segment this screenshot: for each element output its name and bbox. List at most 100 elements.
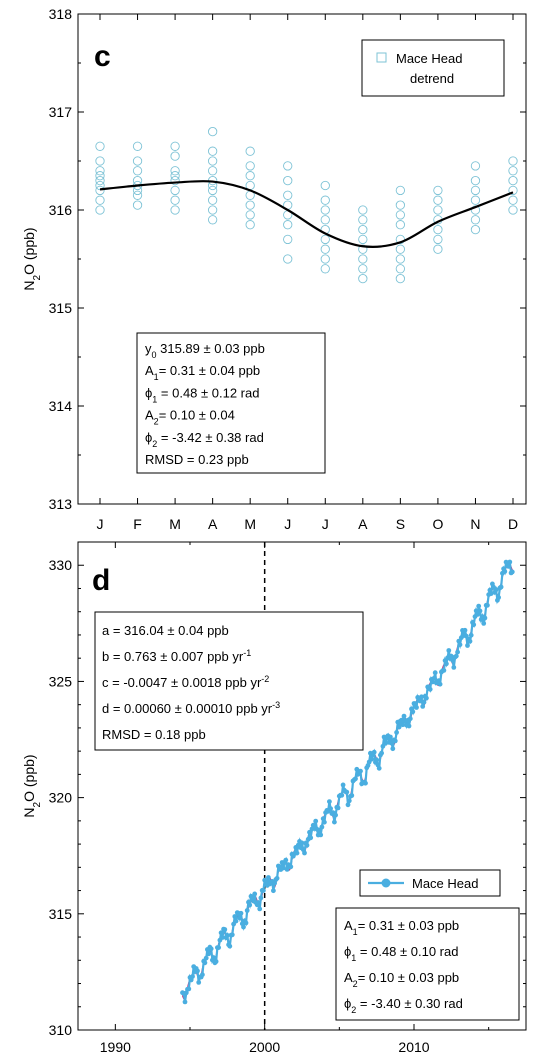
panel-d-data-point bbox=[229, 932, 235, 938]
panel-d-data-point bbox=[363, 780, 368, 786]
panel-d-data-point bbox=[437, 681, 443, 687]
panel-c-data-point bbox=[283, 254, 293, 264]
panel-c-y-axis-label: N2O (ppb) bbox=[21, 227, 43, 290]
panel-c-fit-curve bbox=[99, 179, 514, 248]
panel-d-data-point bbox=[182, 999, 188, 1005]
panel-c-x-tick-label: A bbox=[358, 516, 368, 532]
panel-d-harmonics-line: A1= 0.31 ± 0.03 ppb bbox=[344, 918, 459, 937]
panel-c-stats-line: y0 315.89 ± 0.03 ppb bbox=[145, 341, 265, 360]
panel-d-data-point bbox=[335, 805, 341, 811]
panel-d-data-point bbox=[257, 906, 263, 912]
panel-d-data-point bbox=[271, 888, 276, 894]
panel-c-data-point bbox=[358, 273, 368, 284]
panel-d-data-point bbox=[186, 986, 192, 992]
panel-d-data-point bbox=[213, 959, 219, 964]
panel-c-data-point bbox=[170, 185, 180, 196]
panel-d-data-point bbox=[299, 840, 305, 846]
panel-d-data-point bbox=[200, 972, 205, 978]
panel-d-harmonics-rest: = -3.40 ± 0.30 rad bbox=[356, 996, 463, 1011]
panel-d-data-point bbox=[353, 776, 358, 782]
panel-c-stats-main: ϕ bbox=[145, 385, 152, 400]
panel-c-data-point bbox=[320, 264, 330, 274]
panel-d-data-point bbox=[283, 857, 289, 863]
panel-d-data-point bbox=[307, 829, 312, 835]
panel-d-data-point bbox=[446, 648, 452, 653]
panel-d-y-tick-label: 310 bbox=[49, 1022, 73, 1038]
panel-d-data-point bbox=[195, 968, 200, 974]
panel-d-data-point bbox=[379, 750, 384, 756]
panel-c-data-point bbox=[170, 166, 180, 176]
panel-d-data-point bbox=[344, 789, 350, 795]
panel-c-data-point bbox=[470, 161, 481, 171]
panel-c-label: c bbox=[94, 40, 111, 73]
panel-c-x-tick-label: F bbox=[133, 516, 142, 532]
panel-c-data-point bbox=[207, 146, 218, 156]
panel-d-stats-frame bbox=[94, 611, 364, 751]
panel-d-data-point bbox=[507, 559, 513, 565]
panel-c-stats-rest: 315.89 ± 0.03 ppb bbox=[157, 341, 265, 356]
panel-d-data-point bbox=[455, 649, 460, 655]
panel-d-data-point bbox=[473, 608, 479, 614]
panel-d-data-point bbox=[322, 819, 327, 825]
panel-c-y-tick-label: 314 bbox=[49, 398, 73, 414]
panel-d-stats-line: c = -0.0047 ± 0.0018 ppb yr-2 bbox=[102, 674, 269, 690]
panel-c-data-point bbox=[95, 166, 105, 176]
panel-d-data-point bbox=[476, 603, 482, 609]
panel-d-data-point bbox=[488, 591, 494, 596]
panel-d-data-point bbox=[202, 960, 208, 966]
panel-d-stats-sup: -2 bbox=[261, 674, 269, 684]
panel-d-harmonics-main: ϕ bbox=[344, 996, 351, 1011]
panel-d-data-point bbox=[421, 699, 427, 705]
panel-d-stats-main: b = 0.763 ± 0.007 ppb yr bbox=[102, 649, 244, 664]
panel-c-data-point bbox=[132, 200, 143, 210]
panel-c-stats-line: ϕ1 = 0.48 ± 0.12 rad bbox=[145, 385, 259, 404]
panel-d-harmonics-line: ϕ2 = -3.40 ± 0.30 rad bbox=[344, 996, 463, 1015]
panel-d-data-point bbox=[506, 564, 511, 569]
panel-c-data-point bbox=[95, 156, 105, 166]
panel-d-harmonics-main: ϕ bbox=[344, 944, 351, 959]
panel-d-data-point bbox=[383, 741, 388, 746]
panel-c-data-point bbox=[358, 215, 368, 225]
panel-d-data-point bbox=[328, 806, 333, 811]
panel-c-x-tick-label: A bbox=[208, 516, 218, 532]
panel-c-legend-marker bbox=[376, 52, 387, 63]
panel-c-seasonal-chart: c N2O (ppb) 313 314 315 316 317 318 J F M A M J J A S O… bbox=[21, 6, 527, 532]
panel-d-data-point bbox=[451, 665, 457, 670]
panel-c-stats-sub: 0 bbox=[152, 350, 157, 360]
panel-c-data-point bbox=[283, 190, 293, 200]
panel-c-data-point bbox=[170, 151, 180, 161]
panel-d-y-axis-label: N2O (ppb) bbox=[21, 754, 43, 817]
panel-d-y-tick-label: 315 bbox=[49, 906, 73, 922]
panel-c-y-tick-label: 318 bbox=[49, 6, 73, 22]
panel-d-data-point bbox=[399, 717, 404, 723]
panel-d-stats-main: c = -0.0047 ± 0.0018 ppb yr bbox=[102, 675, 262, 690]
panel-d-data-point bbox=[196, 980, 202, 985]
panel-d-harmonics-main: A bbox=[344, 970, 353, 985]
panel-d-data-point bbox=[247, 902, 253, 908]
panel-c-data-point bbox=[508, 156, 518, 166]
panel-c-data-point bbox=[245, 146, 255, 156]
panel-c-x-tick-label: J bbox=[284, 516, 291, 532]
panel-d-data-point bbox=[262, 877, 268, 883]
panel-d-data-point bbox=[243, 920, 249, 926]
panel-d-data-point bbox=[319, 824, 325, 830]
panel-d-data-point bbox=[340, 782, 346, 788]
panel-c-data-point bbox=[170, 141, 180, 151]
panel-d-data-point bbox=[436, 678, 442, 683]
panel-d-data-point bbox=[448, 653, 454, 659]
panel-c-data-point bbox=[508, 166, 518, 176]
panel-d-data-point bbox=[280, 865, 286, 871]
panel-d-harmonics-line: ϕ1 = 0.48 ± 0.10 rad bbox=[344, 944, 458, 963]
panel-d-data-point bbox=[224, 933, 230, 938]
panel-c-data-point bbox=[395, 273, 406, 284]
panel-d-data-point bbox=[394, 730, 399, 735]
panel-c-data-point bbox=[395, 220, 406, 230]
panel-c-y-tick-label: 317 bbox=[49, 104, 73, 120]
panel-c-data-point bbox=[358, 224, 368, 235]
panel-c-data-point bbox=[358, 264, 368, 274]
panel-c-data-point bbox=[170, 171, 180, 181]
panel-d-data-point bbox=[477, 608, 483, 614]
panel-c-stats-main: ϕ bbox=[145, 430, 152, 445]
panel-c-data-point bbox=[95, 175, 105, 186]
panel-c-data-point bbox=[320, 205, 330, 215]
